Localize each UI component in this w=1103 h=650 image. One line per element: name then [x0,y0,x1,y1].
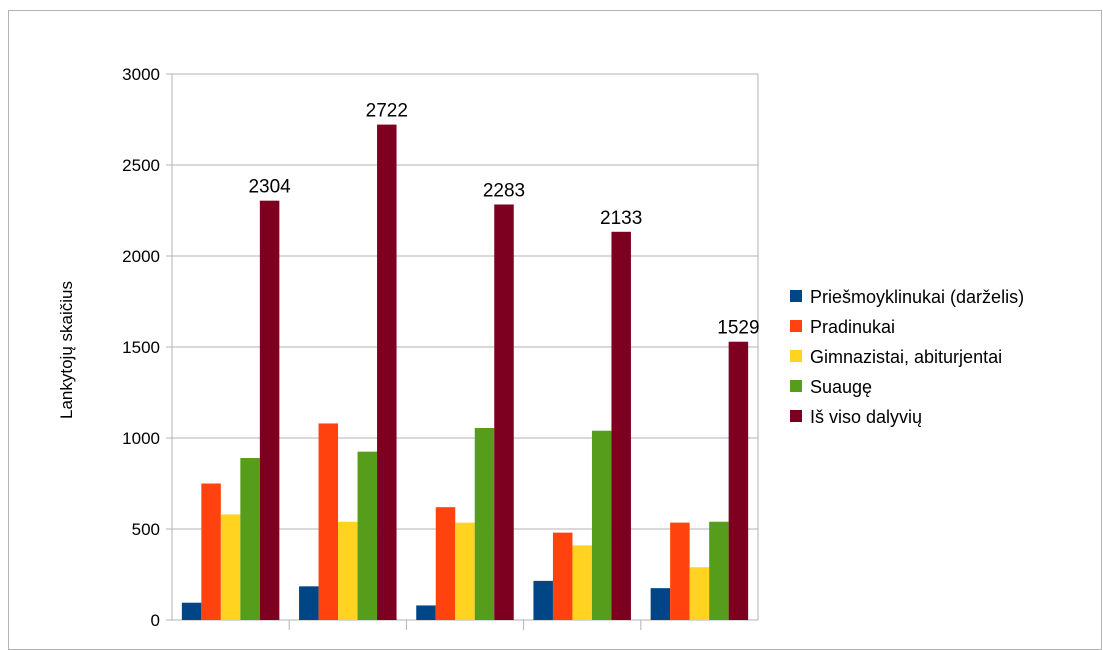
y-tick-label: 500 [132,520,160,539]
bar [220,514,241,620]
data-label: 1529 [717,318,759,339]
bar [572,545,592,620]
legend-swatch [790,320,802,332]
bar-chart: 0 500 1000 1500 2000 2500 3000 2304 2722 2283 213… [57,65,1024,630]
legend-swatch [790,380,802,392]
bar [377,124,397,620]
bar [552,532,573,620]
bar [474,427,495,620]
data-label: 2304 [248,177,291,198]
y-tick-label: 3000 [122,65,160,84]
bar [338,521,358,620]
bar [689,567,710,620]
legend-swatch [790,290,802,302]
y-tick-label: 2500 [122,156,160,175]
legend-label: Suaugę [810,377,872,397]
data-label: 2133 [600,208,642,229]
bars [181,124,749,620]
data-label: 2722 [366,101,408,122]
legend-swatch [790,410,802,422]
bar [416,605,436,620]
bar [611,231,631,620]
y-tick-label: 1500 [122,338,160,357]
bar [299,586,319,620]
y-axis-label: Lankytojų skaičius [57,281,76,419]
bar [357,451,378,620]
bar [670,522,690,620]
legend-label: Gimnazistai, abiturjentai [810,347,1002,367]
y-tick-label: 0 [151,611,160,630]
y-tick-label: 2000 [122,247,160,266]
bar [650,588,671,620]
y-tick-label: 1000 [122,429,160,448]
data-labels: 2304 2722 2283 2133 1529 [248,101,759,339]
legend-label: Iš viso dalyvių [810,407,922,427]
bar [201,483,221,620]
bar [591,430,612,620]
legend-label: Pradinukai [810,317,895,337]
data-label: 2283 [483,180,525,201]
bar [318,423,339,620]
bar [709,521,729,620]
legend-label: Priešmoyklinukai (darželis) [810,287,1024,307]
bar [494,204,514,620]
bar [240,458,260,620]
bar [728,341,749,620]
legend-swatch [790,350,802,362]
bar [259,200,280,620]
bar [533,580,553,620]
bar [455,522,475,620]
axes: 0 500 1000 1500 2000 2500 3000 [122,65,759,630]
bar [435,507,456,620]
legend: Priešmoyklinukai (darželis) Pradinukai Gim… [790,287,1024,427]
bar [181,602,202,620]
